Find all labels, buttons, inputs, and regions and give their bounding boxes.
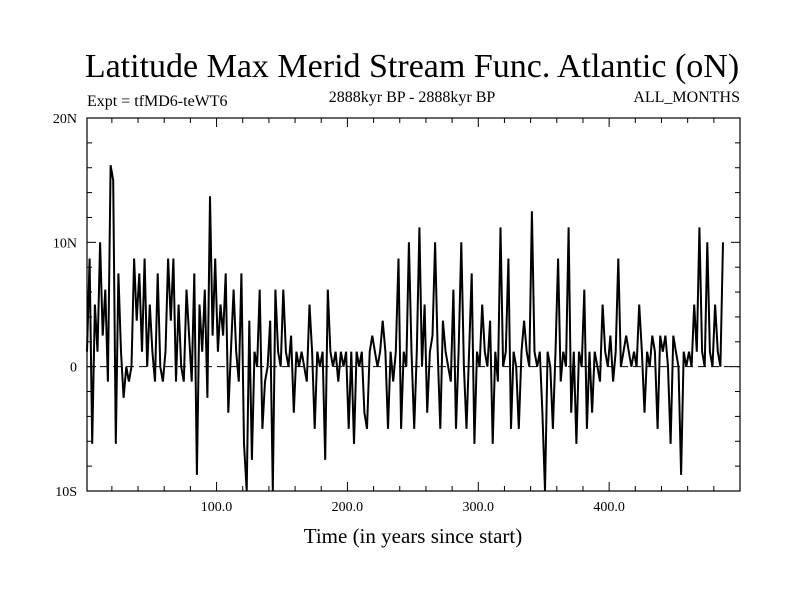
x-axis-label: Time (in years since start) xyxy=(304,524,523,548)
months-label: ALL_MONTHS xyxy=(633,89,740,106)
y-tick-label: 10N xyxy=(53,236,77,251)
chart-title: Latitude Max Merid Stream Func. Atlantic… xyxy=(85,48,739,85)
series-line xyxy=(86,165,724,492)
plot-frame xyxy=(86,117,741,492)
x-tick-label: 200.0 xyxy=(332,500,364,515)
y-tick-label: 10S xyxy=(55,485,77,500)
y-tick-label: 20N xyxy=(53,112,77,127)
x-tick-label: 300.0 xyxy=(463,500,495,515)
x-tick-label: 400.0 xyxy=(593,500,625,515)
experiment-label: Expt = tfMD6-teWT6 xyxy=(87,93,228,110)
period-label: 2888kyr BP - 2888kyr BP xyxy=(329,89,496,106)
y-tick-label: 0 xyxy=(70,361,77,376)
tick-labels: 100.0 200.0 300.0 400.0 20N 10N 0 10S xyxy=(53,112,625,515)
axis-ticks xyxy=(87,118,740,491)
x-tick-label: 100.0 xyxy=(201,500,233,515)
